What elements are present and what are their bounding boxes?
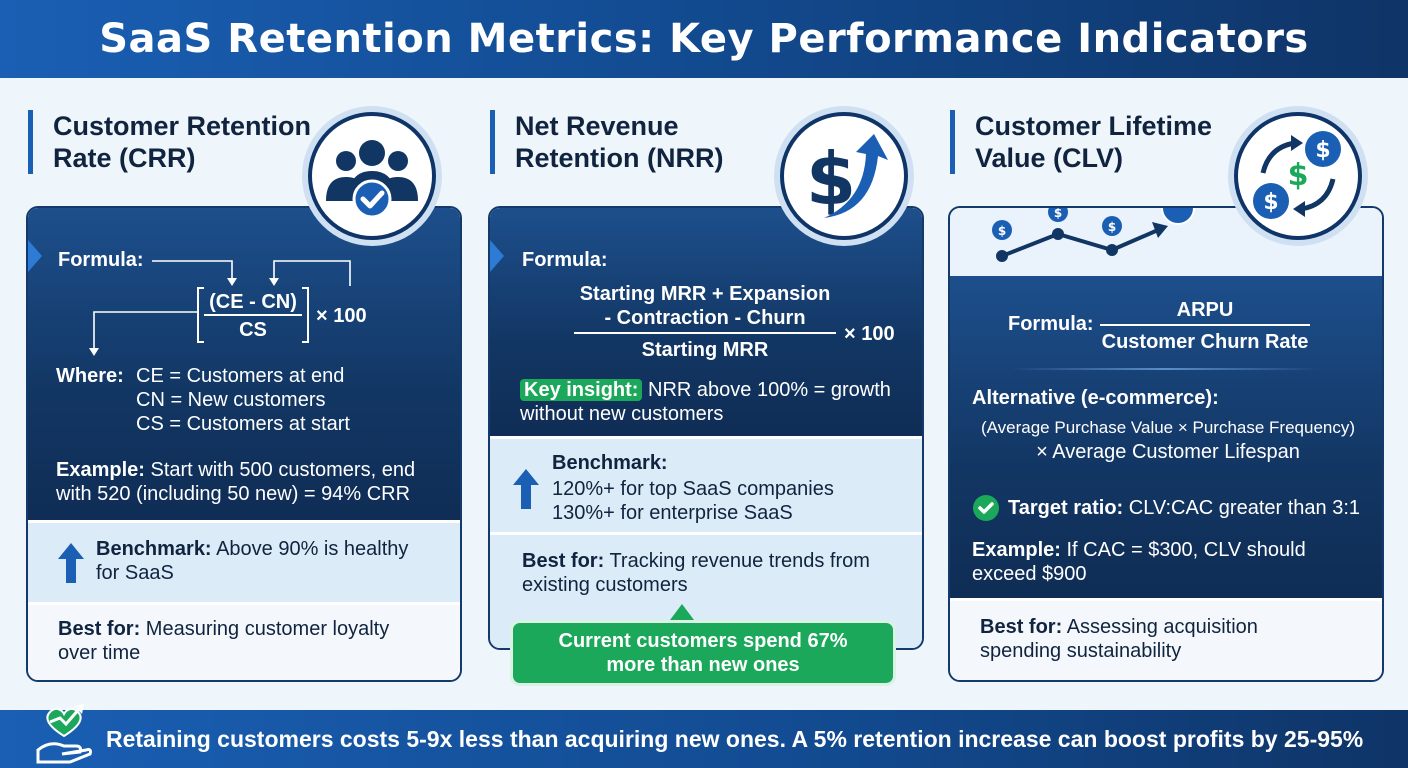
crr-example: Example: Start with 500 customers, end w…: [56, 459, 416, 505]
crr-title: Customer Retention Rate (CRR): [28, 110, 328, 174]
svg-text:$: $: [1288, 158, 1309, 193]
marker-icon: [490, 240, 504, 272]
crr-best-for: Best for: Measuring customer loyalty ove…: [58, 618, 390, 664]
clv-fraction-line: [1100, 324, 1310, 326]
nrr-title: Net Revenue Retention (NRR): [490, 110, 790, 174]
clv-best-for: Best for: Assessing acquisition spending…: [980, 616, 1258, 662]
clv-formula-panel: Formula: ARPU Customer Churn Rate Altern…: [950, 276, 1382, 598]
svg-text:$: $: [1263, 190, 1278, 215]
nrr-formula-panel: Formula: Starting MRR + Expansion - Cont…: [490, 208, 922, 436]
crr-section: Customer Retention Rate (CRR) Formula:: [22, 100, 462, 690]
dollar-growth-icon: $: [780, 112, 908, 240]
clv-alt-label: Alternative (e-commerce):: [972, 387, 1219, 409]
clv-card: $ $ $ Formula: ARPU Customer Churn Rate …: [948, 206, 1384, 682]
crr-where-cs: CS = Customers at start: [136, 413, 350, 435]
nrr-insight: Key insight: NRR above 100% = growth wit…: [520, 379, 891, 425]
key-insight-tag: Key insight:: [520, 379, 643, 401]
crr-formula-multiplier: × 100: [316, 305, 367, 327]
clv-best-panel: Best for: Assessing acquisition spending…: [950, 598, 1382, 680]
crr-best-panel: Best for: Measuring customer loyalty ove…: [28, 602, 460, 680]
crr-benchmark-panel: Benchmark: Above 90% is healthy for SaaS: [28, 520, 460, 602]
divider: [1010, 368, 1320, 370]
crr-formula-panel: Formula: (CE - CN) CS × 100 Where: CE = …: [28, 208, 460, 520]
crr-formula-label: Formula:: [58, 249, 144, 271]
svg-text:$: $: [1108, 220, 1116, 234]
nrr-formula-num-1: Starting MRR + Expansion: [579, 283, 831, 305]
crr-where-ce: CE = Customers at end: [136, 365, 345, 387]
svg-text:$: $: [1315, 138, 1330, 163]
nrr-benchmark-1: 120%+ for top SaaS companies: [552, 478, 834, 500]
footer-banner: Retaining customers costs 5-9x less than…: [0, 704, 1408, 768]
nrr-formula-label: Formula:: [522, 249, 608, 271]
up-arrow-icon: [58, 543, 84, 583]
clv-formula-numerator: ARPU: [1176, 299, 1234, 321]
nrr-section: Net Revenue Retention (NRR) $ Formula: S…: [484, 100, 924, 690]
crr-formula-numerator: (CE - CN): [209, 291, 297, 313]
crr-formula-denominator: CS: [239, 319, 267, 341]
crr-where-label: Where:: [56, 365, 124, 387]
heart-hand-growth-icon: [36, 704, 92, 764]
marker-icon: [28, 240, 42, 272]
clv-formula-label: Formula:: [1008, 313, 1094, 335]
title-bar: SaaS Retention Metrics: Key Performance …: [0, 0, 1408, 78]
svg-text:$: $: [998, 224, 1006, 238]
clv-growth-chart: $ $ $: [950, 208, 1382, 276]
dollar-cycle-icon: $ $ $: [1234, 112, 1362, 240]
clv-target: Target ratio: CLV:CAC greater than 3:1: [1008, 497, 1360, 519]
footer-text: Retaining customers costs 5-9x less than…: [106, 726, 1364, 752]
callout-pointer: [670, 604, 694, 620]
nrr-benchmark-2: 130%+ for enterprise SaaS: [552, 502, 793, 524]
clv-alt-1: (Average Purchase Value × Purchase Frequ…: [980, 418, 1356, 437]
clv-alt-2: × Average Customer Lifespan: [1036, 441, 1300, 463]
clv-example: Example: If CAC = $300, CLV should excee…: [972, 539, 1306, 585]
nrr-formula-denominator: Starting MRR: [641, 339, 769, 361]
nrr-formula-num-2: - Contraction - Churn: [604, 307, 806, 329]
crr-card: Formula: (CE - CN) CS × 100 Where: CE = …: [26, 206, 462, 682]
clv-section: Customer Lifetime Value (CLV) $ $ $ $: [944, 100, 1384, 690]
nrr-benchmark-panel: Benchmark: 120%+ for top SaaS companies …: [490, 436, 922, 532]
svg-text:$: $: [1054, 208, 1062, 220]
up-arrow-icon: [513, 469, 539, 509]
check-circle-icon: [973, 495, 999, 521]
nrr-callout: Current customers spend 67% more than ne…: [510, 620, 896, 686]
clv-formula-denominator: Customer Churn Rate: [1101, 331, 1309, 353]
users-check-icon: [308, 112, 436, 240]
nrr-card: Formula: Starting MRR + Expansion - Cont…: [488, 206, 924, 650]
nrr-formula-multiplier: × 100: [844, 323, 895, 345]
clv-title: Customer Lifetime Value (CLV): [950, 110, 1250, 174]
nrr-benchmark-label: Benchmark:: [552, 452, 668, 474]
nrr-fraction-line: [574, 332, 836, 334]
crr-benchmark: Benchmark: Above 90% is healthy for SaaS: [96, 538, 409, 584]
nrr-best-for: Best for: Tracking revenue trends from e…: [522, 550, 870, 596]
page-title: SaaS Retention Metrics: Key Performance …: [99, 16, 1309, 62]
crr-formula-arrows: [89, 260, 351, 356]
crr-where-cn: CN = New customers: [136, 389, 326, 411]
